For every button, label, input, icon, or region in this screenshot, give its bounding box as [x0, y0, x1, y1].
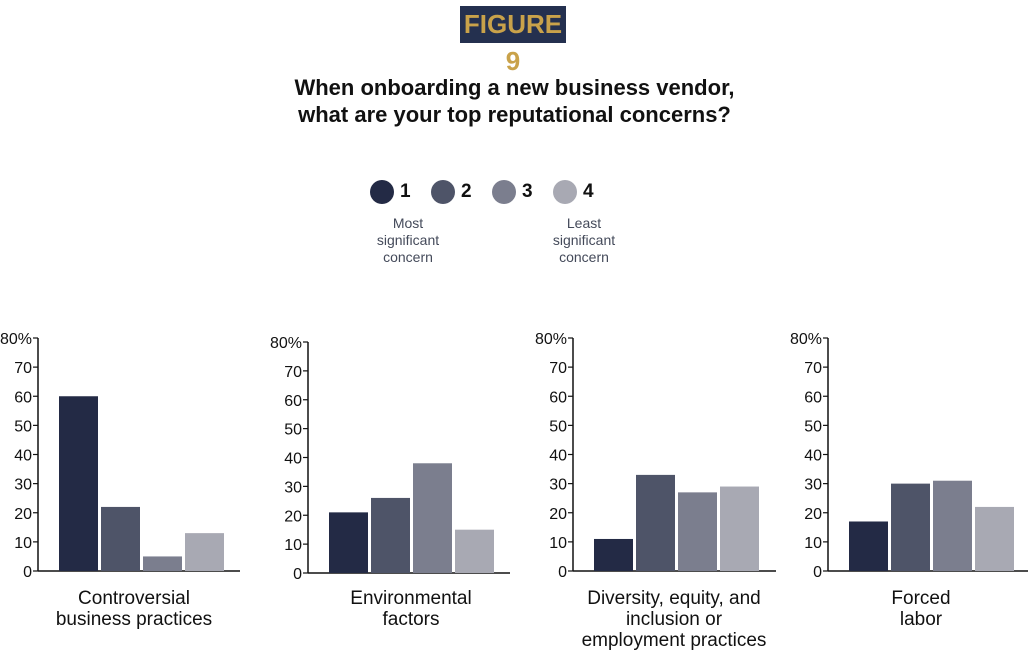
category-label: Forced labor [801, 588, 1029, 630]
y-tick-label: 20 [804, 506, 822, 523]
bar-4 [185, 533, 224, 571]
y-tick-label: 30 [284, 479, 302, 496]
y-tick-label: 60 [804, 389, 822, 406]
bar-2 [371, 497, 410, 573]
y-tick-label: 60 [284, 393, 302, 410]
category-label: Diversity, equity, and inclusion or employ… [554, 588, 794, 651]
bar-1 [329, 512, 368, 573]
legend-label: 1 [400, 181, 411, 202]
bar-2 [891, 483, 930, 571]
category-label-line: factors [382, 609, 440, 630]
bar-2 [101, 506, 140, 571]
note-line: significant [552, 232, 616, 248]
title-line: what are your top reputational concerns? [298, 102, 731, 127]
bar-3 [413, 463, 452, 573]
legend-swatch [553, 180, 577, 204]
y-tick-label: 80% [270, 335, 302, 352]
y-tick-label: 70 [804, 360, 822, 377]
legend-swatch [370, 180, 394, 204]
note-line: Least [566, 215, 602, 231]
legend-item-3: 3 [492, 180, 533, 204]
y-tick-label: 20 [284, 508, 302, 525]
y-tick-label: 40 [14, 448, 32, 465]
category-label: Controversial business practices [14, 588, 254, 630]
legend-swatch [492, 180, 516, 204]
bar-4 [975, 506, 1014, 571]
y-tick-label: 80% [790, 331, 822, 348]
bar-2 [636, 474, 675, 571]
y-tick-label: 50 [284, 422, 302, 439]
figure-badge: FIGURE 9 [460, 6, 566, 76]
y-tick-label: 70 [284, 364, 302, 381]
legend-label: 4 [583, 181, 594, 202]
y-tick-label: 10 [549, 535, 567, 552]
category-label-line: inclusion or [625, 609, 723, 630]
y-tick-label: 80% [535, 331, 567, 348]
note-line: Most [392, 215, 424, 231]
y-tick-label: 50 [804, 418, 822, 435]
y-tick-label: 40 [284, 451, 302, 468]
y-tick-label: 70 [14, 360, 32, 377]
y-tick-label: 0 [813, 564, 822, 581]
bar-3 [933, 480, 972, 571]
category-label-line: business practices [55, 609, 213, 630]
legend-item-2: 2 [431, 180, 472, 204]
note-line: concern [559, 249, 609, 265]
y-tick-label: 10 [14, 535, 32, 552]
note-line: significant [376, 232, 440, 248]
bar-4 [455, 529, 494, 573]
y-tick-label: 30 [804, 477, 822, 494]
bar-1 [849, 521, 888, 571]
legend-item-1: 1 [370, 180, 411, 204]
bar-1 [594, 538, 633, 571]
y-tick-label: 40 [804, 448, 822, 465]
y-tick-label: 0 [23, 564, 32, 581]
y-tick-label: 20 [549, 506, 567, 523]
y-tick-label: 50 [549, 418, 567, 435]
y-tick-label: 0 [558, 564, 567, 581]
bar-3 [678, 492, 717, 571]
y-tick-label: 80% [0, 331, 32, 348]
category-label-line: labor [899, 609, 943, 630]
legend-swatch [431, 180, 455, 204]
legend-item-4: 4 [553, 180, 594, 204]
category-label-line: Forced [891, 588, 951, 609]
y-tick-label: 30 [549, 477, 567, 494]
y-tick-label: 10 [284, 537, 302, 554]
y-tick-label: 60 [549, 389, 567, 406]
legend-note-least: Least significant concern [534, 215, 634, 266]
category-label: Environmental factors [291, 588, 531, 630]
chart-title: When onboarding a new business vendor, w… [0, 74, 1029, 128]
category-label-line: Diversity, equity, and [587, 588, 761, 609]
bar-3 [143, 556, 182, 571]
y-tick-label: 50 [14, 418, 32, 435]
category-label-line: Controversial [78, 588, 190, 609]
legend-label: 2 [461, 181, 472, 202]
y-tick-label: 10 [804, 535, 822, 552]
bar-1 [59, 396, 98, 571]
y-tick-label: 0 [293, 566, 302, 583]
y-tick-label: 60 [14, 389, 32, 406]
legend-label: 3 [522, 181, 533, 202]
category-label-line: employment practices [581, 630, 767, 651]
legend: 1 2 3 4 Most significant concern Least s… [0, 180, 1029, 270]
title-line: When onboarding a new business vendor, [294, 75, 735, 100]
y-tick-label: 40 [549, 448, 567, 465]
bar-4 [720, 486, 759, 571]
y-tick-label: 20 [14, 506, 32, 523]
y-tick-label: 70 [549, 360, 567, 377]
category-label-line: Environmental [350, 588, 472, 609]
note-line: concern [383, 249, 433, 265]
y-tick-label: 30 [14, 477, 32, 494]
legend-note-most: Most significant concern [358, 215, 458, 266]
